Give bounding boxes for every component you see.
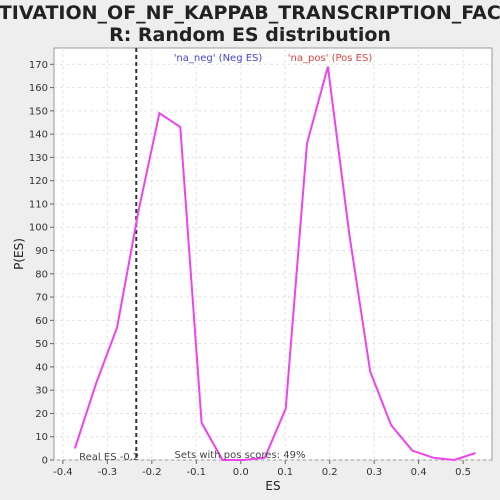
x-tick-label: 0.0 — [233, 467, 249, 478]
y-axis-label: P(ES) — [12, 238, 26, 270]
pos-scores-annotation: Sets with pos scores: 49% — [175, 450, 306, 461]
real-es-label: Real ES -0.2 — [79, 452, 139, 463]
x-tick-label: -0.2 — [142, 467, 162, 478]
y-tick-label: 40 — [35, 362, 48, 373]
legend-neg-es: 'na_neg' (Neg ES) — [174, 53, 263, 64]
x-tick-label: -0.4 — [53, 467, 73, 478]
x-tick-label: 0.5 — [455, 467, 471, 478]
x-tick-label: 0.1 — [277, 467, 293, 478]
y-tick-label: 140 — [29, 130, 48, 141]
chart-title-line2: R: Random ES distribution — [109, 24, 391, 46]
y-tick-label: 10 — [35, 432, 48, 443]
y-tick-label: 90 — [35, 246, 48, 257]
x-axis-label: ES — [265, 479, 280, 493]
y-tick-label: 130 — [29, 153, 48, 164]
x-tick-label: 0.4 — [411, 467, 427, 478]
x-tick-label: -0.3 — [98, 467, 118, 478]
y-tick-label: 110 — [29, 199, 48, 210]
y-axis-ticks: 0 10 20 30 40 50 60 70 80 90 100 110 120 130 140 150 160… — [29, 60, 54, 467]
legend-pos-es: 'na_pos' (Pos ES) — [288, 53, 373, 64]
y-tick-label: 80 — [35, 269, 48, 280]
y-tick-label: 120 — [29, 176, 48, 187]
chart-title-line1: ACTIVATION_OF_NF_KAPPAB_TRANSCRIPTION_FA… — [0, 2, 500, 24]
y-tick-label: 70 — [35, 293, 48, 304]
x-tick-label: -0.1 — [187, 467, 207, 478]
y-tick-label: 100 — [29, 223, 48, 234]
y-tick-label: 160 — [29, 83, 48, 94]
y-tick-label: 150 — [29, 106, 48, 117]
y-tick-label: 60 — [35, 316, 48, 327]
y-tick-label: 20 — [35, 409, 48, 420]
x-tick-label: 0.2 — [322, 467, 338, 478]
x-tick-label: 0.3 — [366, 467, 382, 478]
y-tick-label: 50 — [35, 339, 48, 350]
plot-area — [54, 48, 492, 460]
y-tick-label: 30 — [35, 386, 48, 397]
y-tick-label: 170 — [29, 60, 48, 71]
y-tick-label: 0 — [42, 456, 48, 467]
